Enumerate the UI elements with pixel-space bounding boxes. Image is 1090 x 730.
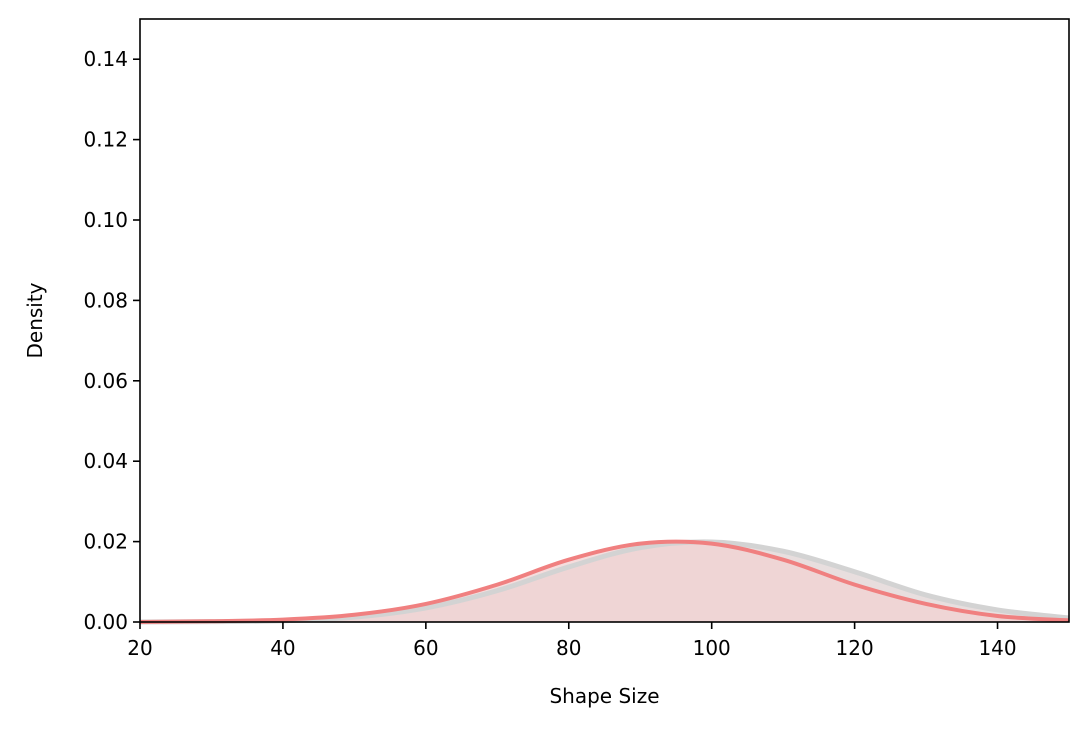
x-axis-title: Shape Size [549,684,659,708]
y-axis-title: Density [23,282,47,358]
x-tick-label: 80 [556,636,581,660]
density-lines [139,539,1070,625]
density-fills [140,541,1069,622]
x-tick-label: 20 [127,636,152,660]
y-axis-ticks: 0.00 0.02 0.04 0.06 0.08 0.10 0.12 0.14 [83,47,140,634]
x-tick-label: 60 [413,636,438,660]
y-tick-label: 0.04 [83,449,128,473]
density-line-2 [139,539,1070,624]
y-tick-label: 0.12 [83,128,128,152]
y-tick-label: 0.00 [83,610,128,634]
x-tick-label: 140 [978,636,1016,660]
y-tick-label: 0.02 [83,530,128,554]
x-axis-ticks: 20 40 60 80 100 120 140 [127,622,1017,660]
y-tick-label: 0.06 [83,369,128,393]
density-area-2 [140,541,1069,622]
plot-frame [139,18,1070,623]
x-tick-label: 40 [270,636,295,660]
y-tick-label: 0.14 [83,47,128,71]
y-tick-label: 0.08 [83,288,128,312]
x-tick-label: 100 [693,636,731,660]
x-tick-label: 120 [836,636,874,660]
y-tick-label: 0.10 [83,208,128,232]
